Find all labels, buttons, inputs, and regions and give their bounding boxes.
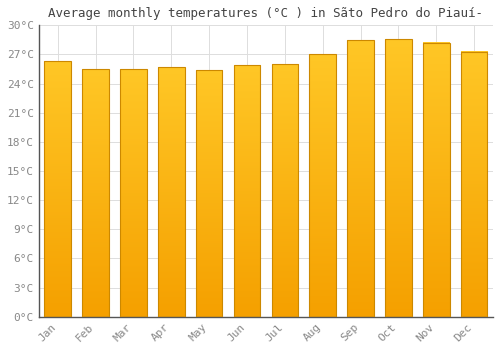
Bar bbox=[385, 39, 411, 317]
Bar bbox=[423, 43, 450, 317]
Bar bbox=[82, 69, 109, 317]
Bar bbox=[120, 69, 146, 317]
Bar bbox=[348, 40, 374, 317]
Bar bbox=[461, 51, 487, 317]
Bar bbox=[44, 61, 71, 317]
Bar bbox=[272, 64, 298, 317]
Bar bbox=[158, 67, 184, 317]
Bar bbox=[234, 65, 260, 317]
Title: Average monthly temperatures (°C ) in Sãto Pedro do Piauí-: Average monthly temperatures (°C ) in Sã… bbox=[48, 7, 484, 20]
Bar bbox=[310, 55, 336, 317]
Bar bbox=[196, 70, 222, 317]
